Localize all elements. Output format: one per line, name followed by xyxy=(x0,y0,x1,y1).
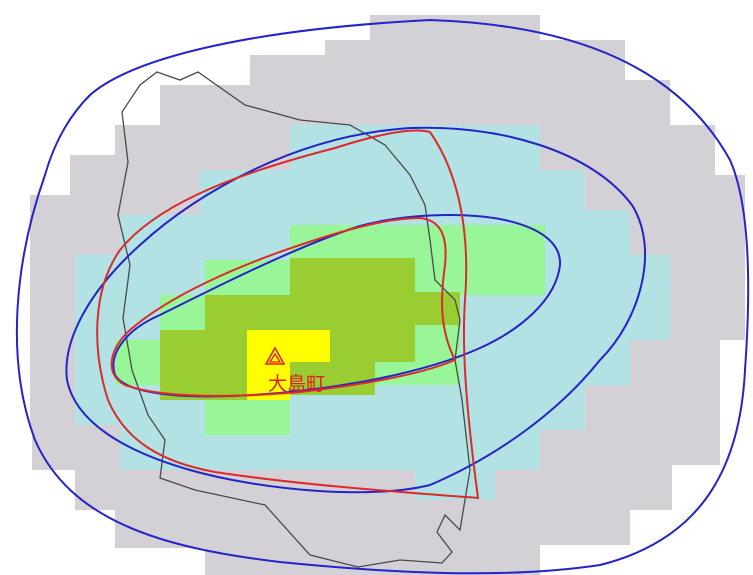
contour-outer-red xyxy=(96,129,480,500)
contour-outer-blue xyxy=(15,18,750,575)
zone-core-area xyxy=(160,258,460,400)
contour-middle-blue xyxy=(65,126,646,494)
town-label: 大島町 xyxy=(268,373,325,395)
island-coastline xyxy=(117,71,471,568)
contour-inner-red xyxy=(110,216,457,397)
volcano-crater-icon xyxy=(264,346,286,365)
zone-peak-area xyxy=(247,330,330,400)
